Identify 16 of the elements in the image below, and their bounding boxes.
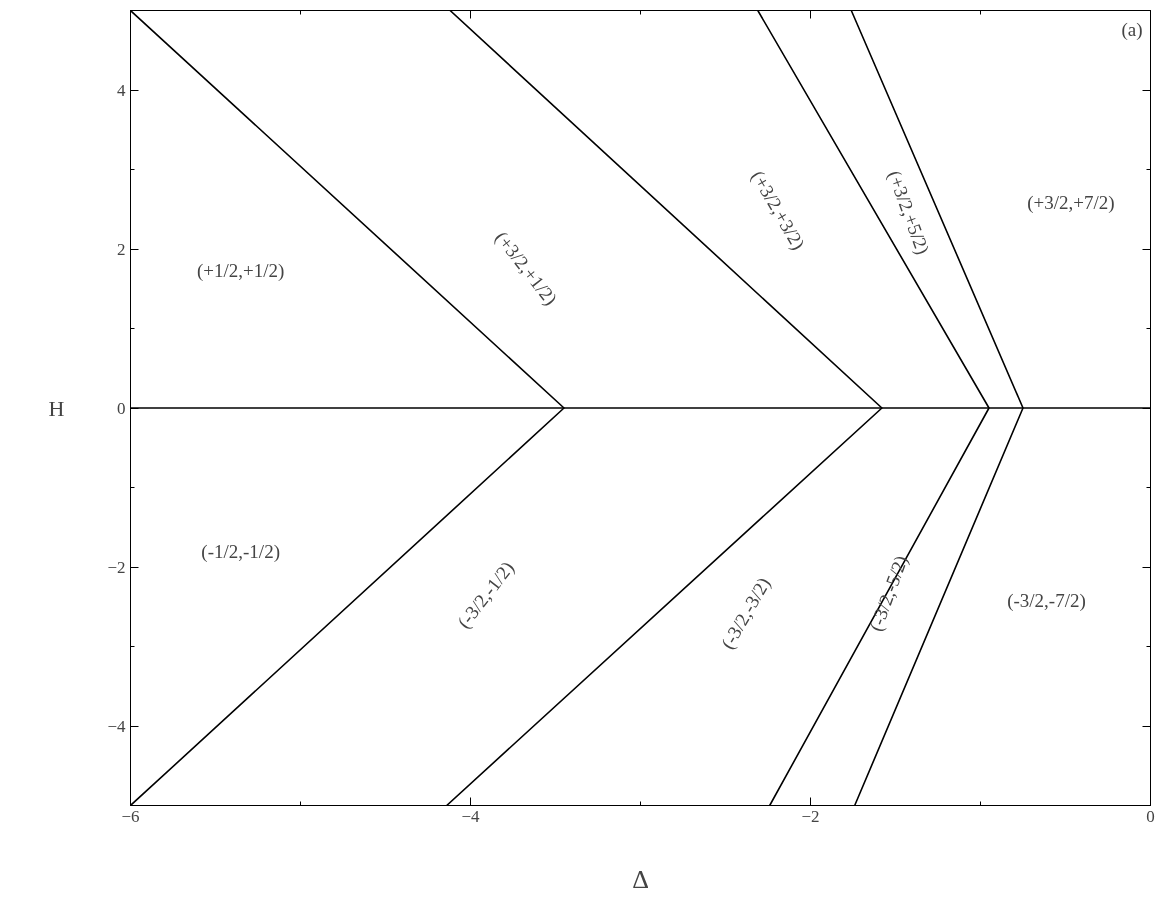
y-tick-label: −2: [107, 557, 126, 577]
x-tick-label: 0: [1146, 806, 1155, 826]
annotation: (-3/2,-7/2): [1007, 589, 1086, 612]
annotation: (+3/2,+7/2): [1027, 192, 1115, 215]
y-tick-label: 0: [117, 398, 126, 418]
y-axis-title: H: [48, 395, 65, 421]
x-axis-title: Δ: [632, 864, 649, 894]
x-tick-label: −6: [121, 806, 140, 826]
y-tick-label: 2: [117, 239, 126, 259]
annotation: (+1/2,+1/2): [196, 259, 285, 282]
annotation: (a): [1121, 18, 1143, 41]
y-tick-label: 4: [117, 80, 126, 100]
x-tick-label: −2: [801, 806, 820, 826]
annotation: (-1/2,-1/2): [201, 541, 280, 564]
y-tick-label: −4: [107, 716, 126, 736]
x-tick-label: −4: [461, 806, 481, 826]
